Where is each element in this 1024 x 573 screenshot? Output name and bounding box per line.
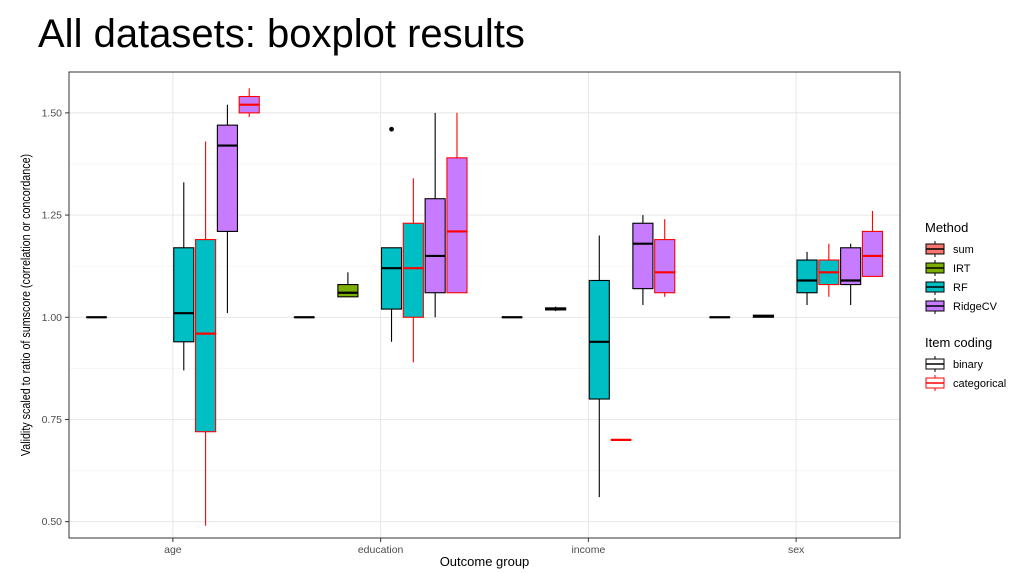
box-sex-RF-binary	[796, 251, 818, 305]
box-sex-RidgeCV-categorical	[861, 210, 884, 277]
box-income-RidgeCV-binary	[632, 215, 654, 305]
y-tick-label: 0.75	[42, 414, 63, 426]
y-axis-title: Validity scaled to ratio of sumscore (co…	[19, 154, 33, 456]
box-education-RF-categorical	[402, 178, 424, 363]
box-education-RF-binary	[380, 126, 403, 342]
legend-method-item-RidgeCV: RidgeCV	[925, 298, 998, 314]
box-sex-RF-categorical	[818, 243, 840, 297]
x-tick-label: sex	[788, 544, 805, 556]
box-income-RF-binary	[588, 235, 610, 498]
legend-method-label: RidgeCV	[953, 301, 998, 313]
box-body	[446, 157, 468, 294]
legend: Method sum IRT RF RidgeCV Item coding binary ca…	[925, 220, 1006, 391]
box-body	[173, 247, 195, 343]
box-body	[654, 239, 676, 294]
box-body	[337, 284, 359, 298]
legend-coding-title: Item coding	[925, 335, 992, 350]
legend-coding-item-categorical: categorical	[925, 375, 1006, 391]
legend-method-label: sum	[953, 244, 974, 256]
y-tick-label: 1.50	[42, 107, 63, 119]
slide-title: All datasets: boxplot results	[38, 12, 525, 56]
box-body	[380, 247, 403, 310]
legend-method-item-RF: RF	[925, 279, 968, 295]
box-education-RidgeCV-binary	[424, 112, 446, 318]
box-body	[632, 222, 654, 290]
box-body	[861, 230, 884, 277]
box-body	[840, 247, 862, 286]
x-axis-title: Outcome group	[440, 554, 530, 569]
axes: 0.50 0.75 1.00 1.25 1.50 age education income se…	[19, 71, 901, 569]
legend-coding-item-binary: binary	[925, 356, 983, 372]
box-age-RidgeCV-categorical	[238, 88, 260, 117]
box-age-RidgeCV-binary	[216, 104, 238, 314]
y-tick-label: 1.00	[42, 312, 63, 324]
plot-area	[69, 72, 900, 538]
legend-method-item-IRT: IRT	[925, 260, 971, 276]
box-body	[195, 239, 217, 433]
box-income-RidgeCV-categorical	[654, 219, 676, 297]
plot-border	[68, 71, 901, 539]
legend-coding-label: binary	[953, 359, 983, 371]
box-body	[796, 259, 818, 294]
legend-method-title: Method	[925, 220, 968, 235]
legend-method-label: RF	[953, 282, 968, 294]
legend-method-item-sum: sum	[925, 241, 974, 257]
box-sex-RidgeCV-binary	[840, 243, 862, 305]
box-age-RF-binary	[173, 182, 195, 371]
box-body	[402, 222, 424, 318]
box-income-IRT-binary	[545, 306, 567, 312]
x-tick-label: education	[358, 544, 404, 556]
legend-coding-label: categorical	[953, 378, 1006, 390]
y-tick-label: 0.50	[42, 516, 63, 528]
box-education-IRT-binary	[337, 272, 359, 298]
box-outlier	[389, 126, 394, 132]
box-body	[424, 198, 446, 294]
box-body	[588, 279, 610, 400]
box-body	[216, 124, 238, 232]
legend-method-label: IRT	[953, 263, 971, 275]
x-tick-label: age	[164, 544, 182, 556]
x-tick-label: income	[571, 544, 605, 556]
box-sex-IRT-binary	[752, 314, 774, 318]
box-age-RF-categorical	[195, 141, 217, 526]
y-tick-label: 1.25	[42, 210, 63, 222]
box-education-RidgeCV-categorical	[446, 112, 468, 294]
